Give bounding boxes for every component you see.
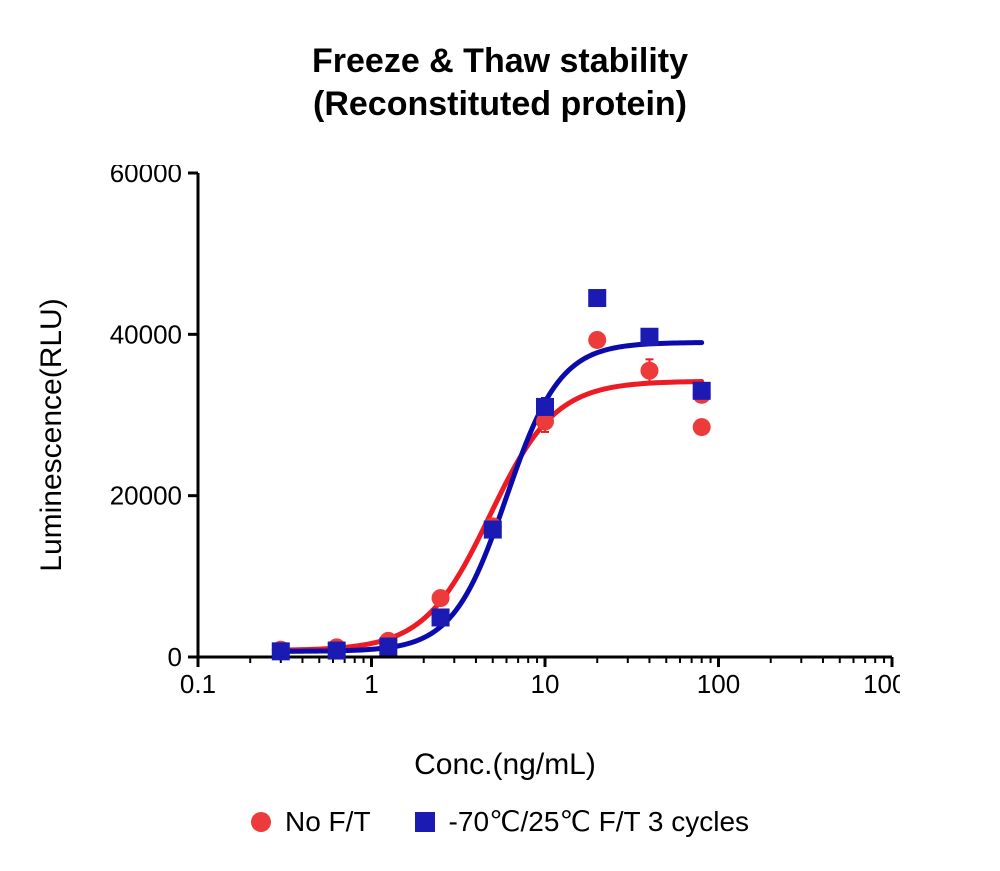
data-point-ft3: [272, 642, 290, 660]
x-tick-label: 10: [531, 669, 560, 699]
data-point-noft: [693, 418, 711, 436]
data-point-ft3: [328, 642, 346, 660]
data-point-ft3: [432, 608, 450, 626]
chart-title: Freeze & Thaw stability (Reconstituted p…: [0, 40, 1000, 125]
y-tick-label: 20000: [110, 481, 182, 511]
x-tick-label: 1000: [863, 669, 900, 699]
data-point-ft3: [693, 382, 711, 400]
chart-title-line1: Freeze & Thaw stability: [312, 42, 688, 80]
y-tick-label: 40000: [110, 319, 182, 349]
legend-label-noft: No F/T: [285, 806, 371, 838]
x-tick-label: 100: [697, 669, 740, 699]
data-point-ft3: [536, 398, 554, 416]
data-point-ft3: [484, 521, 502, 539]
data-point-noft: [588, 331, 606, 349]
data-point-noft: [432, 589, 450, 607]
legend-label-ft3: -70℃/25℃ F/T 3 cycles: [449, 805, 749, 838]
y-axis-label: Luminescence(RLU): [35, 165, 69, 705]
fit-curve-noft: [281, 382, 702, 651]
data-point-noft: [640, 362, 658, 380]
data-point-ft3: [640, 328, 658, 346]
x-tick-label: 0.1: [180, 669, 216, 699]
data-point-ft3: [588, 289, 606, 307]
legend-item-ft3: -70℃/25℃ F/T 3 cycles: [415, 805, 749, 838]
legend-item-noft: No F/T: [251, 806, 371, 838]
y-tick-label: 0: [168, 642, 182, 672]
fit-curve-ft3: [281, 343, 702, 652]
plot-area: 0 20000 40000 60000 0.1 1 10 100 1000: [110, 165, 900, 705]
page: Freeze & Thaw stability (Reconstituted p…: [0, 0, 1000, 871]
legend: No F/T -70℃/25℃ F/T 3 cycles: [0, 805, 1000, 839]
legend-swatch-ft3: [415, 812, 435, 832]
x-tick-label: 1: [364, 669, 378, 699]
x-axis-label: Conc.(ng/mL): [110, 748, 900, 782]
plot-svg: 0 20000 40000 60000 0.1 1 10 100 1000: [110, 165, 900, 705]
data-point-ft3: [379, 638, 397, 656]
legend-swatch-noft: [251, 812, 271, 832]
chart-title-line2: (Reconstituted protein): [313, 85, 687, 123]
y-tick-label: 60000: [110, 165, 182, 188]
